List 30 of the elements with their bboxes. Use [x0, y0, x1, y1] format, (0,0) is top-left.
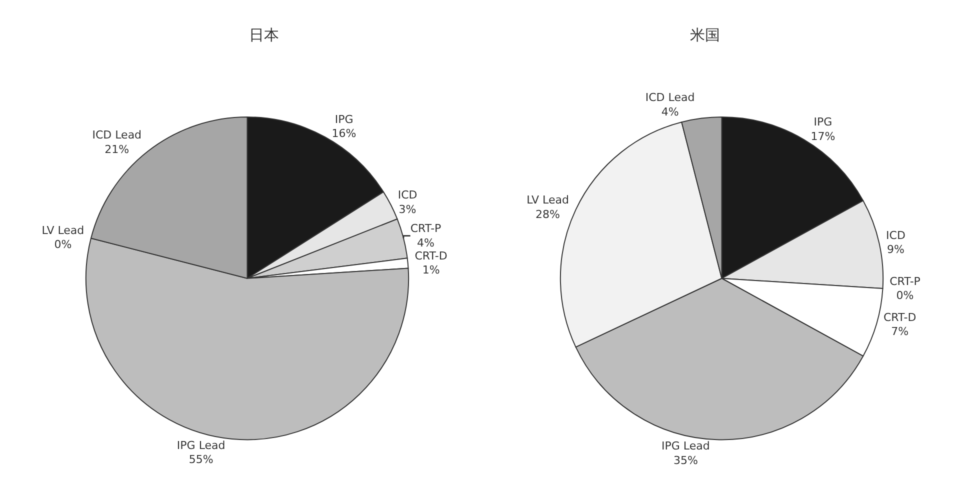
data-label: 7% — [891, 325, 909, 338]
slice-label: ICD Lead — [645, 91, 695, 104]
data-label: 4% — [417, 236, 434, 250]
category-label: CRT-P — [890, 274, 920, 288]
slice-label: LV Lead — [526, 194, 569, 207]
slice-label: IPG — [334, 112, 354, 126]
chart-title: 日本 — [249, 26, 279, 44]
slice-label: ICD — [398, 188, 418, 202]
data-label: 4% — [661, 106, 679, 119]
text: 0% — [54, 238, 72, 252]
slice-label: IPG — [814, 116, 832, 129]
data-label: 17% — [810, 130, 836, 144]
text: 0% — [896, 289, 914, 302]
slice-label: IPG Lead — [176, 438, 226, 452]
slice-label: ICD — [886, 228, 906, 242]
chart-title: 米国 — [690, 26, 720, 44]
slice-label: IPG Lead — [662, 440, 710, 453]
slice-label: ICD Lead — [92, 128, 142, 142]
data-label: 21% — [104, 143, 130, 156]
category-label: LV Lead — [42, 224, 84, 237]
data-label: 3% — [398, 202, 416, 216]
data-label: 35% — [673, 454, 698, 467]
slice-label: CRT-D — [414, 249, 448, 262]
data-label: 9% — [886, 243, 904, 256]
slice-label: CRT-D — [884, 310, 916, 324]
data-label: 16% — [332, 127, 356, 140]
data-label: 55% — [188, 453, 214, 466]
data-label: 28% — [536, 208, 560, 221]
data-label: 1% — [422, 264, 440, 277]
slice-label: CRT-P — [410, 222, 442, 236]
